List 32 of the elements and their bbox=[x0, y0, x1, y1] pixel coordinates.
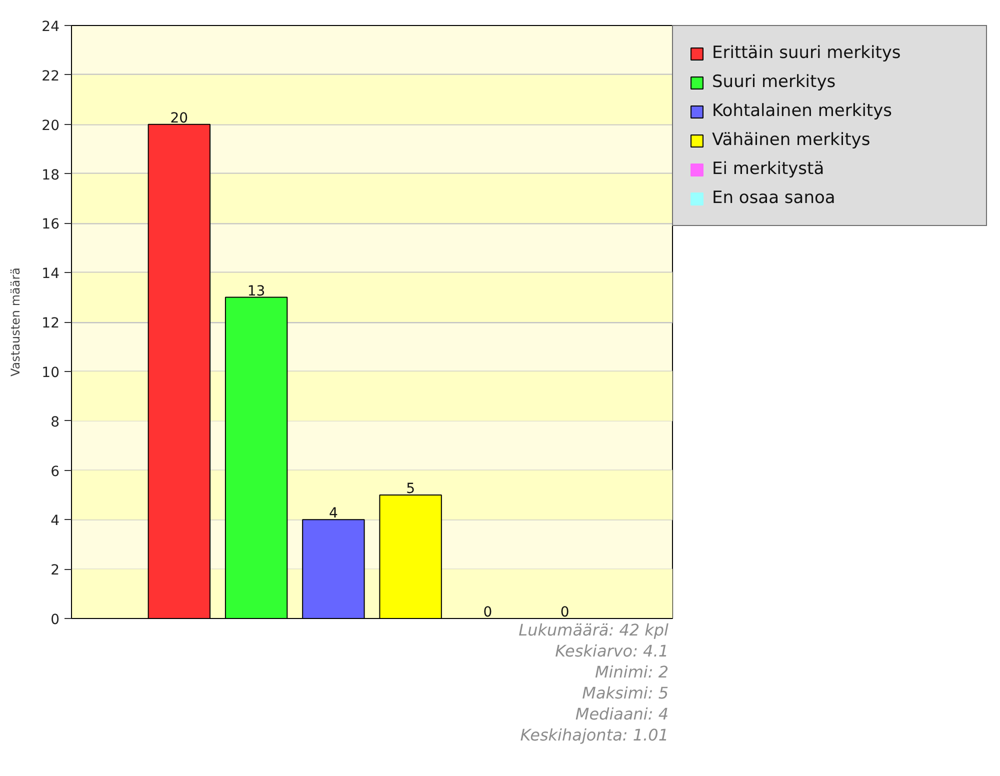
data-label: 13 bbox=[247, 283, 266, 300]
y-tick-label: 8 bbox=[50, 414, 60, 430]
legend-label: Kohtalainen merkitys bbox=[712, 100, 893, 122]
data-label: 0 bbox=[483, 604, 492, 620]
text: Mediaani: 4 bbox=[575, 704, 669, 724]
y-tick-label: 16 bbox=[42, 216, 60, 233]
text: Keskiarvo: 4.1 bbox=[555, 642, 668, 660]
y-tick-label: 24 bbox=[42, 19, 60, 35]
legend-label: Suuri merkitys bbox=[712, 71, 837, 93]
data-label: 20 bbox=[170, 110, 188, 126]
y-tick-label: 22 bbox=[42, 68, 60, 84]
y-tick-label: 14 bbox=[42, 266, 60, 282]
data-label: 5 bbox=[406, 480, 416, 497]
text: Lukumäärä: 42 kpl bbox=[518, 620, 670, 640]
legend-label: En osaa sanoa bbox=[712, 187, 836, 209]
y-tick-label: 10 bbox=[42, 364, 60, 381]
legend-label: Ei merkitystä bbox=[712, 158, 826, 180]
legend-label: Erittäin suuri merkitys bbox=[712, 42, 902, 64]
text: Minimi: 2 bbox=[594, 662, 669, 682]
data-label: 4 bbox=[328, 506, 338, 522]
text: Maksimi: 5 bbox=[582, 684, 668, 702]
legend-label: Vähäinen merkitys bbox=[712, 129, 872, 151]
y-tick-label: 2 bbox=[50, 562, 60, 579]
y-axis-title: Vastausten määrä bbox=[8, 267, 23, 376]
y-tick-label: 18 bbox=[42, 167, 60, 184]
y-tick-label: 4 bbox=[50, 513, 60, 530]
y-tick-label: 0 bbox=[50, 612, 60, 628]
data-label: 0 bbox=[560, 604, 570, 620]
y-tick-label: 6 bbox=[50, 464, 60, 480]
y-tick-label: 20 bbox=[42, 118, 60, 134]
y-tick-label: 12 bbox=[42, 316, 60, 332]
text: Keskihajonta: 1.01 bbox=[520, 726, 668, 744]
